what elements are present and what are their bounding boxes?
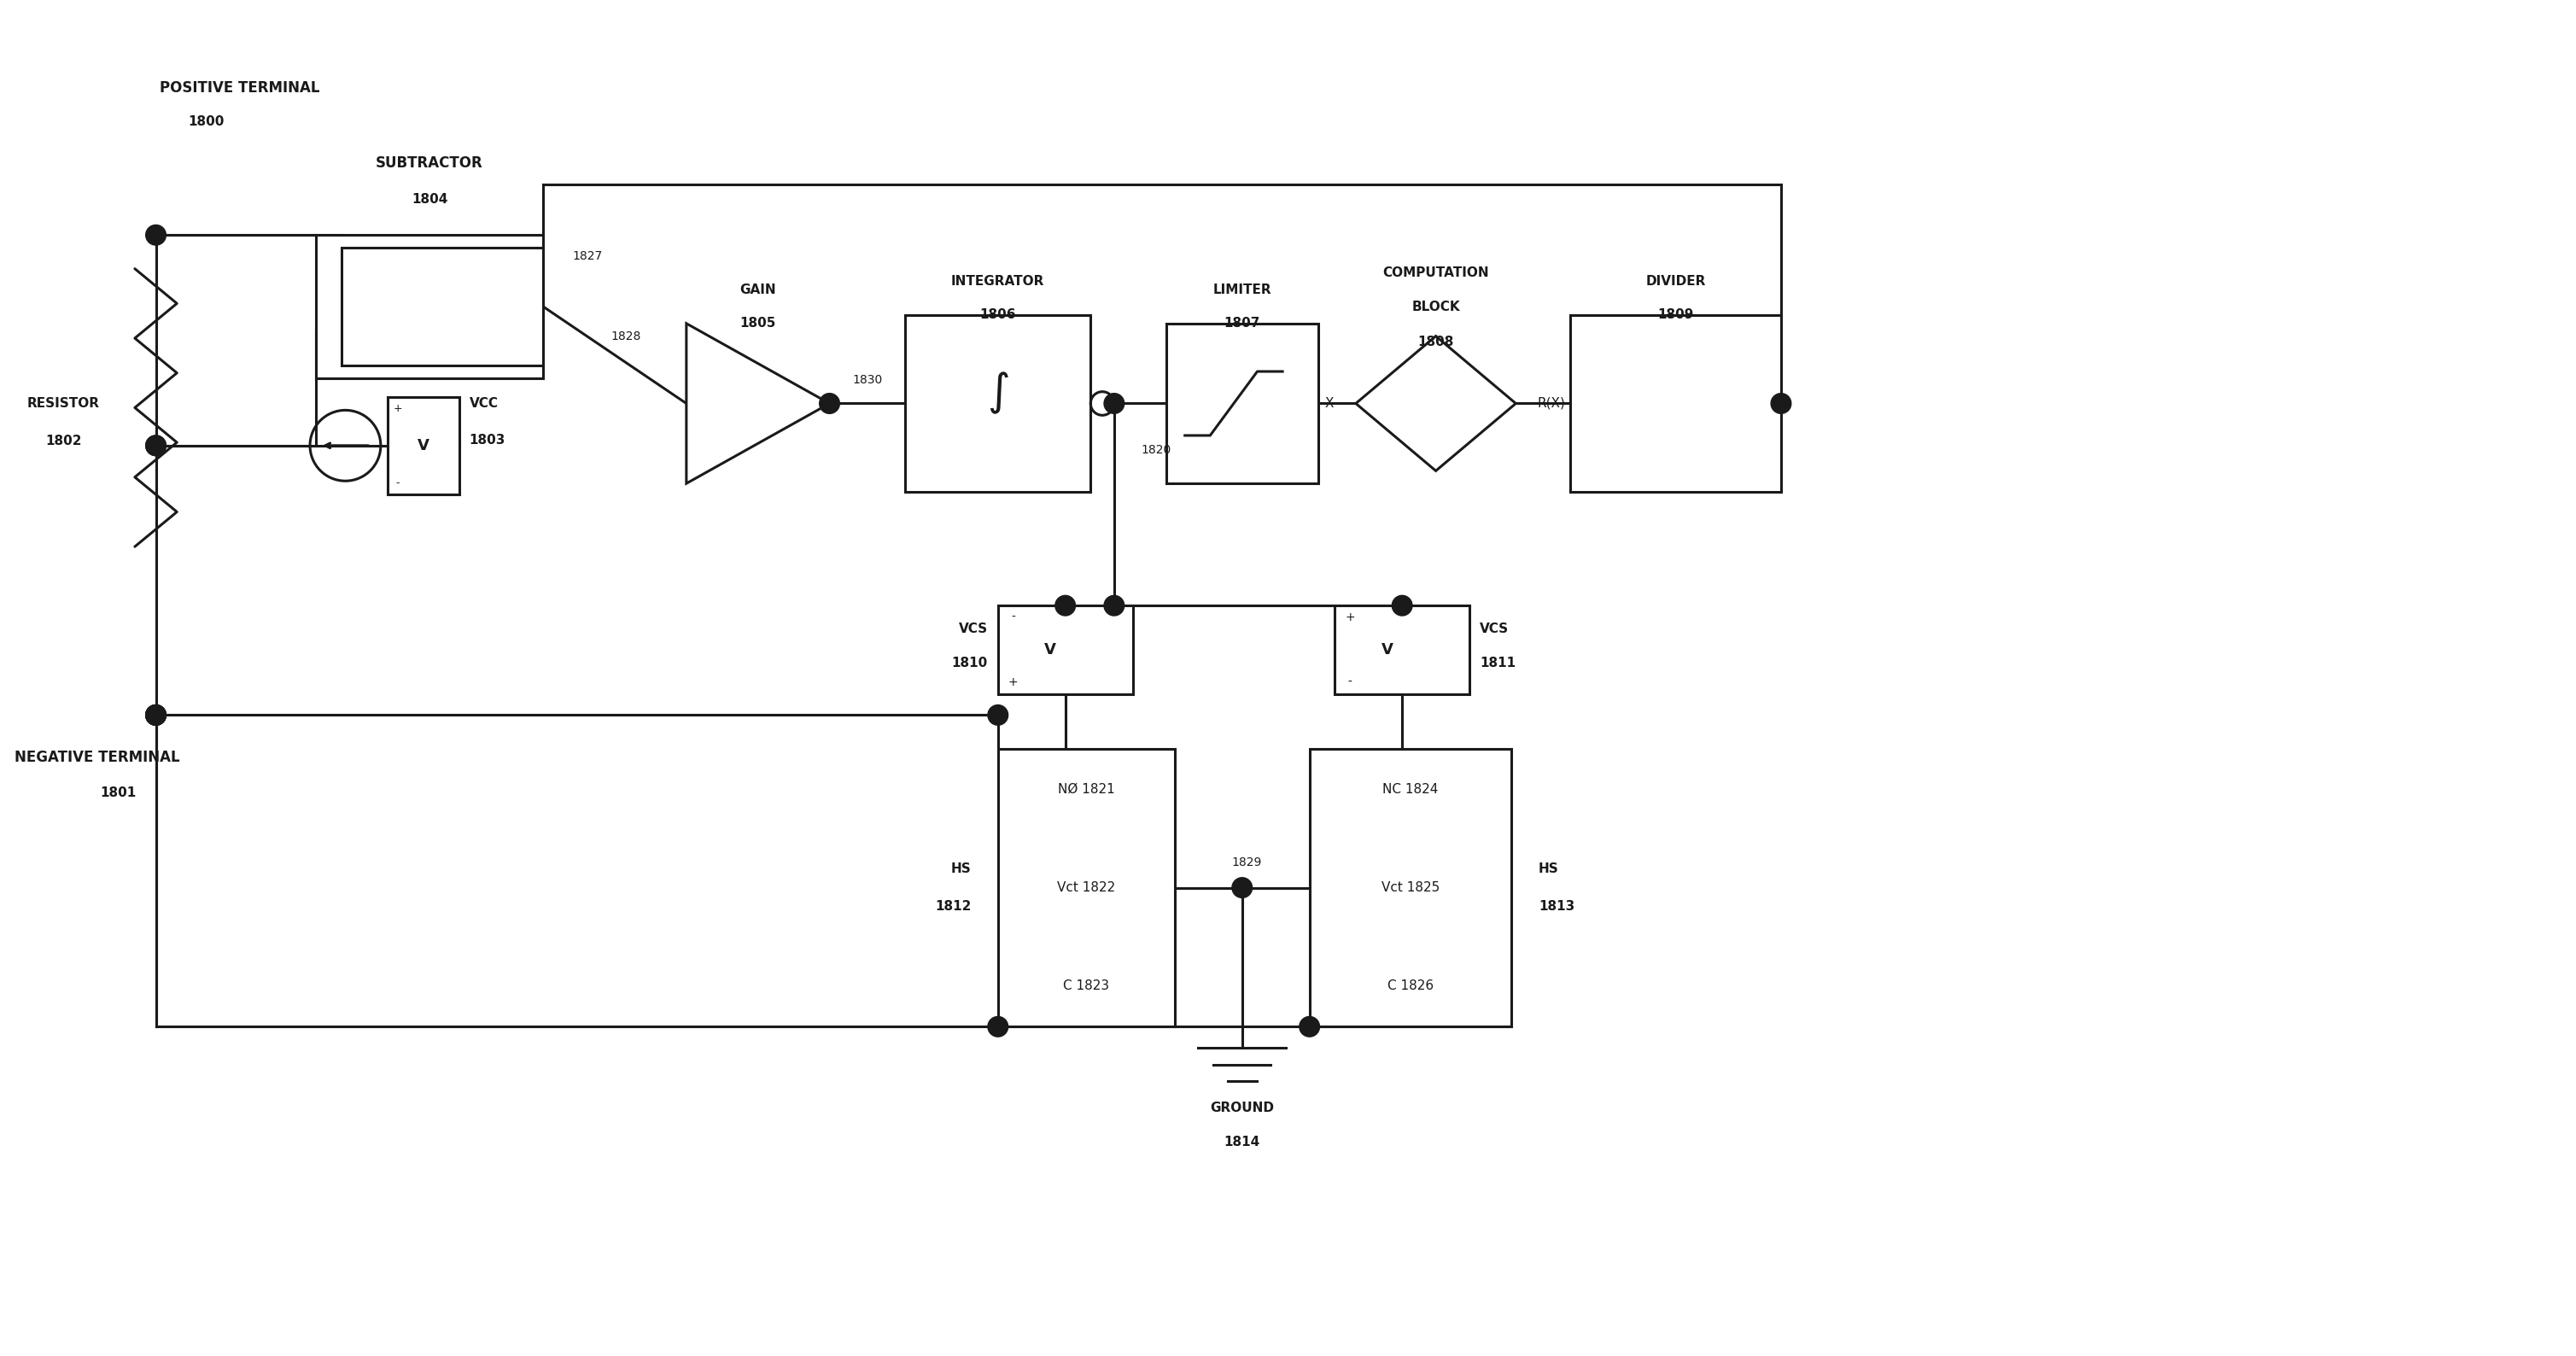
Circle shape — [987, 705, 1007, 725]
Circle shape — [1298, 1017, 1319, 1037]
Circle shape — [147, 705, 165, 725]
Text: 1827: 1827 — [572, 250, 603, 262]
Text: Vct 1822: Vct 1822 — [1056, 881, 1115, 894]
Circle shape — [147, 435, 165, 456]
Text: 1803: 1803 — [469, 434, 505, 447]
Text: 1800: 1800 — [188, 115, 224, 127]
Circle shape — [1391, 595, 1412, 616]
Bar — [1334, 606, 1468, 694]
Circle shape — [1231, 877, 1252, 898]
Text: +: + — [394, 403, 402, 414]
Text: INTEGRATOR: INTEGRATOR — [951, 275, 1046, 287]
Circle shape — [819, 393, 840, 414]
Text: V: V — [1043, 643, 1056, 658]
Text: COMPUTATION: COMPUTATION — [1383, 267, 1489, 279]
Text: POSITIVE TERMINAL: POSITIVE TERMINAL — [160, 80, 319, 95]
Text: 1811: 1811 — [1479, 656, 1515, 670]
Text: GROUND: GROUND — [1211, 1102, 1275, 1115]
Text: 1814: 1814 — [1224, 1135, 1260, 1149]
Text: 1820: 1820 — [1141, 443, 1172, 456]
Text: 1812: 1812 — [935, 900, 971, 913]
Circle shape — [147, 705, 165, 725]
Text: 1808: 1808 — [1417, 335, 1453, 348]
Text: -: - — [397, 477, 399, 488]
Text: Vct 1825: Vct 1825 — [1381, 881, 1440, 894]
Text: 1801: 1801 — [100, 786, 137, 799]
Circle shape — [147, 225, 165, 245]
Text: NC 1824: NC 1824 — [1383, 782, 1437, 796]
Polygon shape — [1355, 336, 1515, 471]
Bar — [340, 248, 544, 366]
Text: C 1823: C 1823 — [1064, 980, 1110, 993]
Text: RESISTOR: RESISTOR — [26, 397, 100, 410]
Circle shape — [147, 435, 165, 456]
Text: 1809: 1809 — [1659, 309, 1695, 321]
Text: NØ 1821: NØ 1821 — [1059, 782, 1115, 796]
Bar — [904, 315, 1090, 492]
Circle shape — [987, 1017, 1007, 1037]
Bar — [386, 397, 459, 495]
Text: 1802: 1802 — [46, 435, 82, 447]
Text: BLOCK: BLOCK — [1412, 300, 1461, 313]
Text: +: + — [1007, 677, 1018, 689]
Text: 1805: 1805 — [739, 317, 775, 330]
Bar — [997, 606, 1133, 694]
Bar — [1571, 315, 1780, 492]
Bar — [317, 235, 544, 378]
Circle shape — [147, 705, 165, 725]
Text: NEGATIVE TERMINAL: NEGATIVE TERMINAL — [15, 750, 180, 765]
Text: +: + — [1345, 612, 1355, 624]
Text: 1807: 1807 — [1224, 317, 1260, 330]
Text: R(X): R(X) — [1538, 397, 1566, 410]
Circle shape — [1056, 595, 1074, 616]
Circle shape — [1105, 595, 1123, 616]
Text: V: V — [417, 438, 430, 453]
Text: 1806: 1806 — [979, 309, 1015, 321]
Text: VCS: VCS — [1479, 622, 1510, 636]
Text: C 1826: C 1826 — [1388, 980, 1435, 993]
Text: 1828: 1828 — [611, 330, 641, 342]
Text: DIVIDER: DIVIDER — [1646, 275, 1705, 287]
Text: 1829: 1829 — [1231, 857, 1262, 868]
Text: 1813: 1813 — [1538, 900, 1574, 913]
Text: GAIN: GAIN — [739, 283, 775, 296]
Text: LIMITER: LIMITER — [1213, 283, 1273, 296]
Text: -: - — [1010, 612, 1015, 624]
Text: VCC: VCC — [469, 397, 497, 410]
Bar — [997, 749, 1175, 1026]
Text: VCS: VCS — [958, 622, 987, 636]
Text: 1804: 1804 — [412, 194, 448, 206]
Text: 1810: 1810 — [951, 656, 987, 670]
Text: -: - — [1347, 677, 1352, 689]
Text: $\int$: $\int$ — [987, 370, 1010, 416]
Circle shape — [1105, 393, 1123, 414]
Bar — [1309, 749, 1512, 1026]
Text: V: V — [1381, 643, 1394, 658]
Circle shape — [1770, 393, 1790, 414]
Text: X: X — [1324, 397, 1334, 410]
Text: HS: HS — [951, 862, 971, 876]
Text: SUBTRACTOR: SUBTRACTOR — [376, 156, 484, 171]
Text: 1830: 1830 — [853, 374, 884, 386]
Bar — [1167, 324, 1319, 484]
Circle shape — [147, 705, 165, 725]
Text: HS: HS — [1538, 862, 1558, 876]
Polygon shape — [685, 324, 829, 484]
